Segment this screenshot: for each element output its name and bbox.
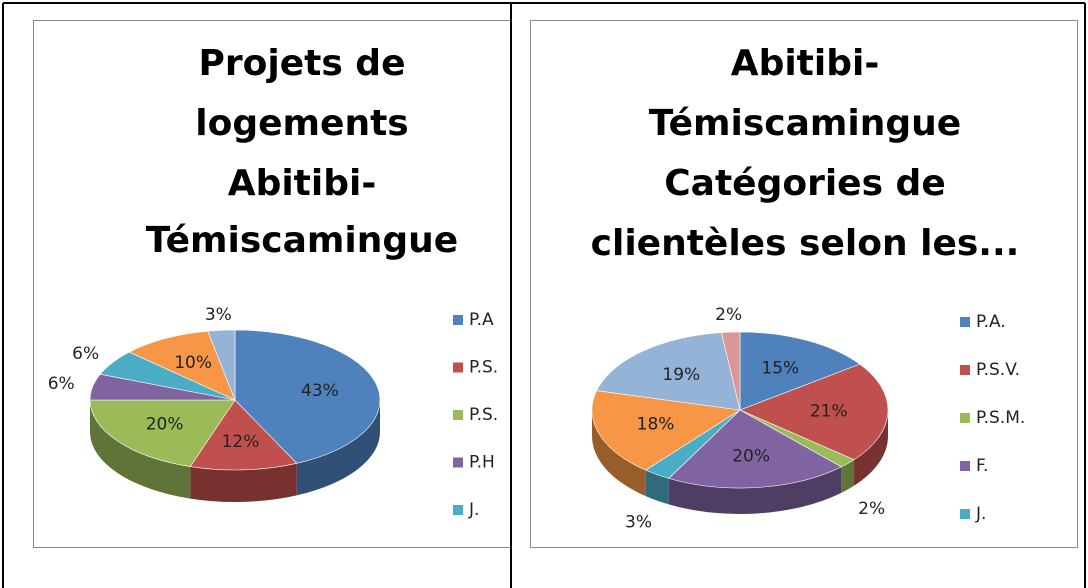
legend-swatch <box>453 505 463 515</box>
slice <box>596 332 741 411</box>
chart-title: Témiscamingue <box>649 103 961 144</box>
slice <box>668 409 842 489</box>
slice-side <box>296 400 380 496</box>
slice-side <box>841 459 855 493</box>
chart-title: clientèles selon les... <box>591 223 1020 264</box>
slice <box>739 331 861 411</box>
data-label: 3% <box>205 305 232 325</box>
data-label: 6% <box>48 374 75 394</box>
legend-swatch <box>960 317 970 327</box>
chart-title: Abitibi- <box>228 163 377 204</box>
slice-side <box>592 410 646 497</box>
slice <box>739 363 889 461</box>
data-label: 18% <box>637 414 675 434</box>
chart-title: Projets de <box>199 43 406 84</box>
slice-side <box>854 410 888 486</box>
slice <box>591 390 741 471</box>
data-label: 6% <box>72 344 99 364</box>
chart-title: Abitibi- <box>731 43 880 84</box>
data-label: 2% <box>858 499 885 519</box>
legend-swatch <box>453 362 463 373</box>
legend-label: J. <box>468 500 479 520</box>
slice <box>234 329 381 464</box>
slice <box>128 330 236 401</box>
legend-label: P.S. <box>469 358 498 378</box>
data-label: 43% <box>301 381 339 401</box>
legend-swatch <box>960 413 970 423</box>
chart: Abitibi- Témiscamingue Catégories de client… <box>530 20 1078 548</box>
legend-label: J. <box>975 504 986 524</box>
legend-swatch <box>960 509 970 519</box>
legend-swatch <box>960 365 970 375</box>
data-label: 21% <box>810 401 848 421</box>
legend-label: F. <box>976 456 988 476</box>
chart-title: Témiscamingue <box>146 220 458 261</box>
slice-side <box>190 463 297 502</box>
legend-swatch <box>453 410 463 420</box>
legend-swatch <box>960 461 970 471</box>
data-label: 19% <box>662 365 700 385</box>
legend-label: P.S. <box>469 405 498 425</box>
data-label: 2% <box>715 305 742 325</box>
legend-label: P.A <box>469 310 494 330</box>
slice <box>207 329 236 401</box>
data-label: 12% <box>222 432 260 452</box>
legend-swatch <box>453 315 463 325</box>
chart-title: logements <box>195 103 408 144</box>
legend-label: P.S.M. <box>976 408 1025 428</box>
data-label: 20% <box>732 446 770 466</box>
slice <box>721 331 741 411</box>
legend-label: P.H <box>469 453 495 473</box>
chart: Projets de logements Abitibi- Témiscamingue… <box>33 20 510 548</box>
slice <box>89 399 236 467</box>
data-label: 10% <box>174 353 212 373</box>
legend-label: P.S.V. <box>976 360 1020 380</box>
data-label: 20% <box>146 415 184 435</box>
legend-label: P.A. <box>976 312 1006 332</box>
data-label: 15% <box>761 358 799 378</box>
chart-title: Catégories de <box>664 163 946 204</box>
slice-side <box>645 470 669 505</box>
slice-side <box>668 466 842 514</box>
legend-swatch <box>453 457 463 468</box>
data-label: 3% <box>625 513 652 533</box>
slice-side <box>90 400 191 499</box>
slice <box>189 399 298 471</box>
